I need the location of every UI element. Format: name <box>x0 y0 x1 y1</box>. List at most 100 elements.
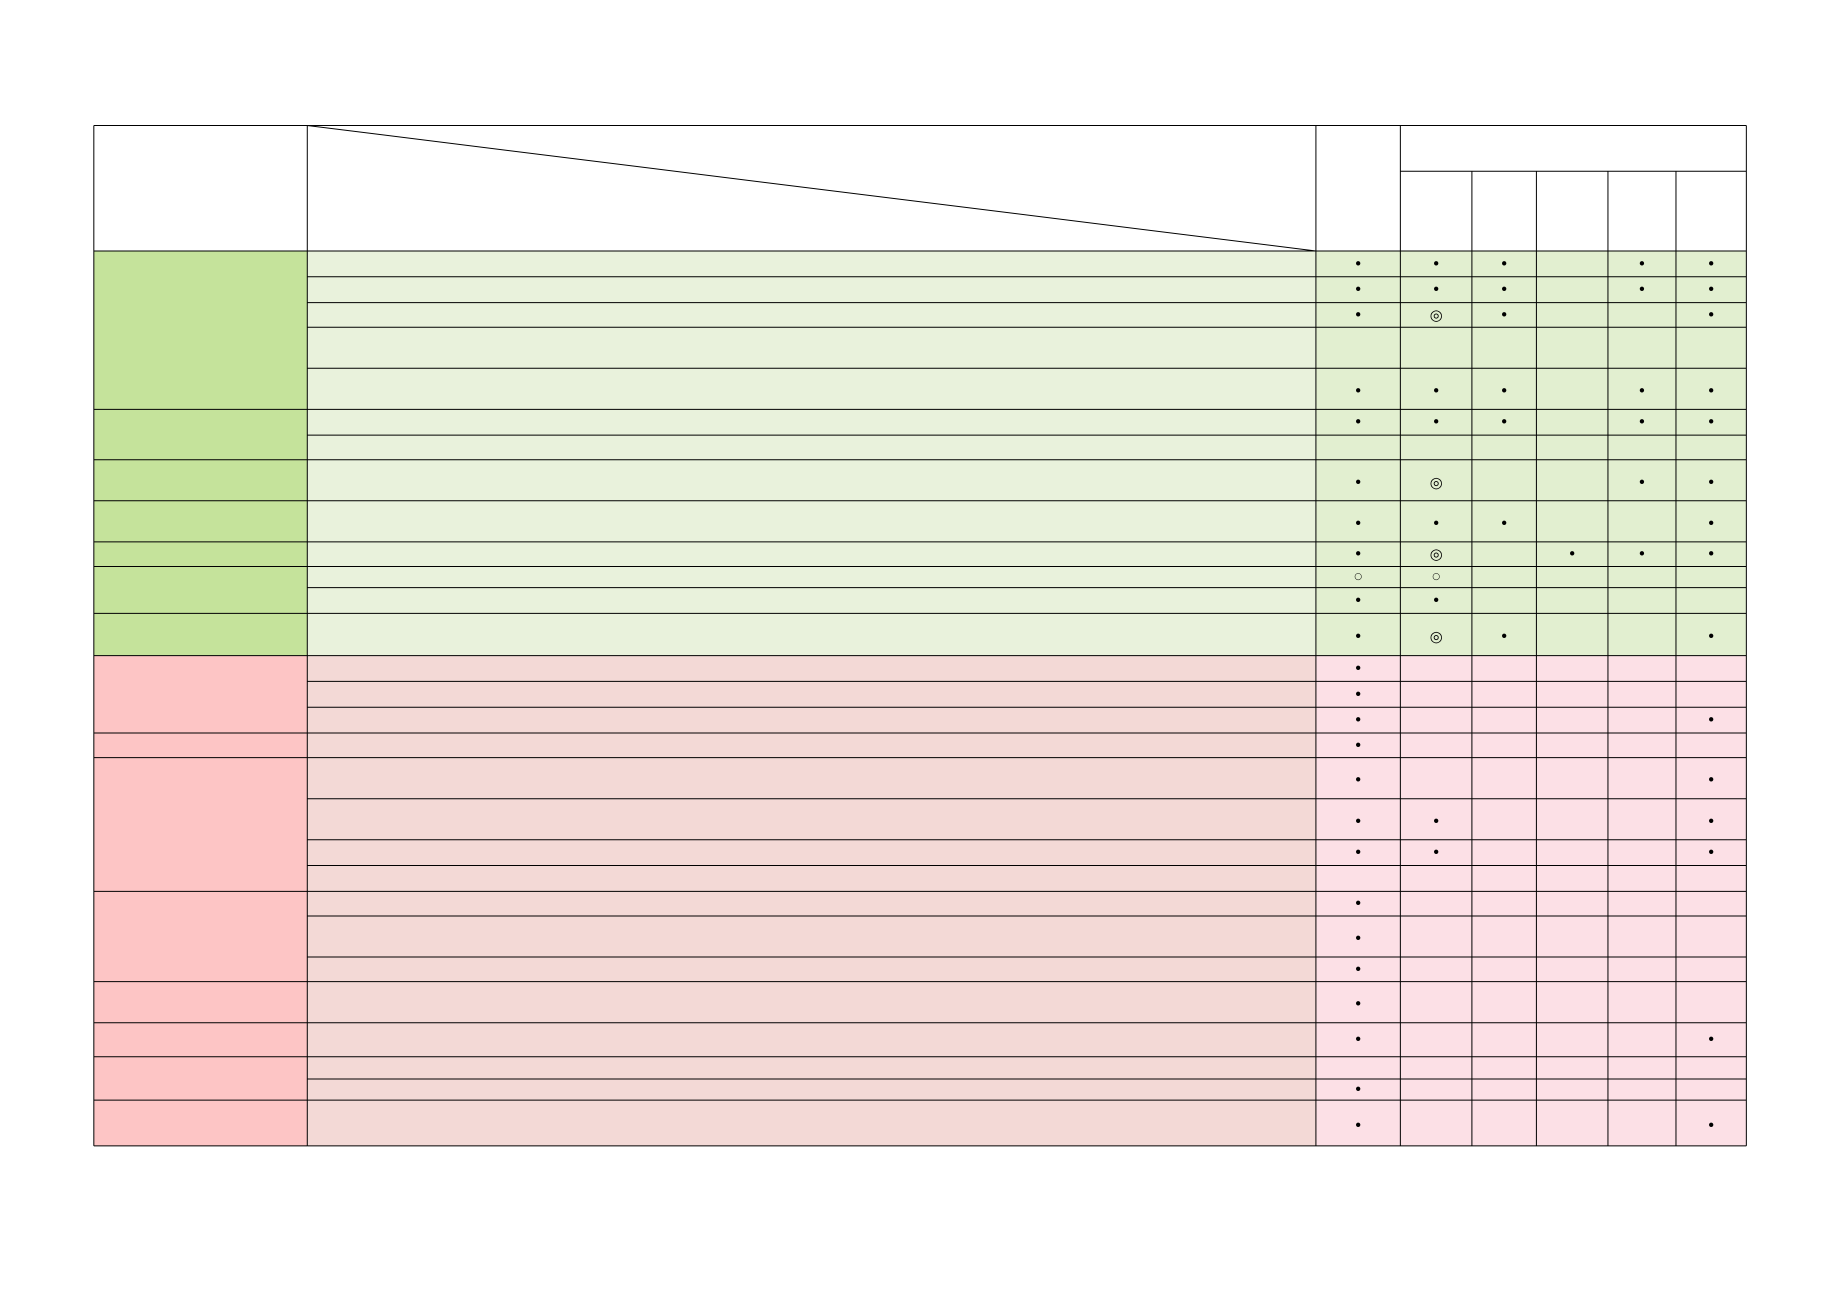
cell-mark: • <box>1354 960 1363 978</box>
group-cell <box>93 1100 308 1146</box>
description-cell <box>307 757 1316 799</box>
cell-mark: • <box>1354 995 1363 1013</box>
mark-cell <box>1315 981 1747 1023</box>
cell-mark: • <box>1707 255 1716 273</box>
description-cell <box>307 541 1316 567</box>
description-cell <box>307 459 1316 501</box>
description-cell <box>307 613 1316 656</box>
cell-mark: • <box>1432 812 1441 830</box>
cell-mark: ○ <box>1432 572 1440 582</box>
cell-mark: • <box>1432 255 1441 273</box>
cell-mark: • <box>1707 844 1716 862</box>
cell-mark: • <box>1432 514 1441 532</box>
mark-cell <box>1315 459 1747 501</box>
cell-mark: • <box>1707 812 1716 830</box>
cell-mark: • <box>1354 844 1363 862</box>
cell-mark: • <box>1354 591 1363 609</box>
cell-mark: • <box>1354 413 1363 431</box>
mark-cell <box>1315 957 1747 982</box>
cell-mark: • <box>1707 545 1716 563</box>
mark-cell <box>1315 891 1747 916</box>
description-cell <box>307 681 1316 708</box>
group-cell <box>93 891 308 982</box>
description-cell <box>307 655 1316 682</box>
mark-cell <box>1315 915 1747 958</box>
cell-mark: • <box>1354 711 1363 729</box>
description-cell <box>307 327 1316 369</box>
description-cell <box>307 587 1316 614</box>
cell-mark: • <box>1707 711 1716 729</box>
mark-cell <box>1315 707 1747 734</box>
cell-mark: • <box>1707 306 1716 324</box>
cell-mark: • <box>1638 413 1647 431</box>
group-cell <box>93 566 308 614</box>
description-cell <box>307 1100 1316 1146</box>
cell-mark: • <box>1354 812 1363 830</box>
mark-cell <box>1315 500 1747 542</box>
group-cell <box>93 981 308 1023</box>
cell-mark: • <box>1500 628 1509 646</box>
description-cell <box>307 1022 1316 1057</box>
group-cell <box>93 1056 308 1101</box>
cell-mark: • <box>1354 1116 1363 1134</box>
cell-mark: • <box>1500 306 1509 324</box>
cell-mark: • <box>1354 281 1363 299</box>
mark-cell <box>1315 250 1747 277</box>
description-cell <box>307 500 1316 542</box>
description-cell <box>307 915 1316 958</box>
cell-mark: • <box>1707 514 1716 532</box>
mark-cell <box>1315 1100 1747 1146</box>
cell-mark: • <box>1638 255 1647 273</box>
group-cell <box>93 613 308 656</box>
mark-cell <box>1315 757 1747 799</box>
cell-mark: • <box>1354 930 1363 948</box>
description-cell <box>307 839 1316 866</box>
group-cell <box>93 459 308 501</box>
cell-mark: • <box>1432 413 1441 431</box>
mark-cell <box>1315 1056 1747 1080</box>
mark-cell <box>1315 865 1747 892</box>
mark-cell <box>1315 368 1747 410</box>
description-cell <box>307 798 1316 840</box>
cell-mark: • <box>1354 306 1363 324</box>
mark-cell <box>1315 839 1747 866</box>
description-cell <box>307 957 1316 982</box>
cell-mark: • <box>1500 413 1509 431</box>
cell-mark: • <box>1354 1081 1363 1099</box>
cell-mark: ○ <box>1354 572 1362 582</box>
cell-mark: ◎ <box>1430 545 1443 563</box>
mark-cell <box>1315 276 1747 303</box>
cell-mark: • <box>1432 382 1441 400</box>
mark-cell <box>1315 327 1747 369</box>
mark-cell <box>1315 681 1747 708</box>
mark-cell <box>1315 409 1747 436</box>
cell-mark: • <box>1500 281 1509 299</box>
mark-cell <box>1315 1079 1747 1101</box>
cell-mark: • <box>1354 473 1363 491</box>
cell-mark: • <box>1354 685 1363 703</box>
description-cell <box>307 435 1316 460</box>
description-cell <box>307 891 1316 916</box>
cell-mark: • <box>1354 660 1363 678</box>
cell-mark: • <box>1354 895 1363 913</box>
group-cell <box>93 250 308 410</box>
cell-mark: • <box>1707 628 1716 646</box>
cell-mark: • <box>1354 382 1363 400</box>
description-cell <box>307 707 1316 734</box>
description-cell <box>307 302 1316 328</box>
cell-mark: • <box>1707 413 1716 431</box>
group-cell <box>93 733 308 758</box>
mark-cell <box>1315 587 1747 614</box>
cell-mark: • <box>1568 545 1577 563</box>
mark-cell <box>1315 613 1747 656</box>
group-cell <box>93 1022 308 1057</box>
mark-cell <box>1315 541 1747 567</box>
cell-mark: • <box>1500 514 1509 532</box>
cell-mark: • <box>1354 736 1363 754</box>
group-cell <box>93 757 308 892</box>
mark-cell <box>1315 302 1747 328</box>
description-cell <box>307 981 1316 1023</box>
mark-cell <box>1315 435 1747 460</box>
description-cell <box>307 1056 1316 1080</box>
